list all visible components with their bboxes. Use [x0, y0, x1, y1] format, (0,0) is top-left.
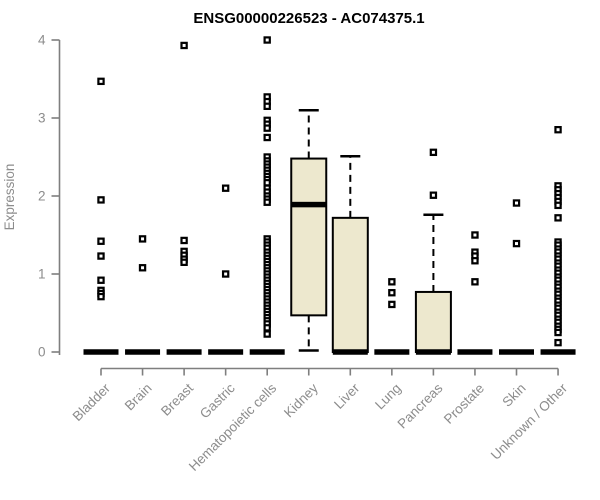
median-skin: [499, 349, 534, 355]
outlier-hematopoietic-cells: [263, 198, 271, 206]
outlier-breast: [180, 41, 188, 50]
y-tick-label-2: 2: [38, 189, 46, 204]
outlier-lung: [388, 278, 396, 286]
outlier-bladder: [97, 77, 105, 86]
outlier-skin: [512, 239, 521, 248]
outlier-unknown-other: [554, 214, 562, 222]
x-tick-label-gastric: Gastric: [197, 380, 238, 421]
outlier-breast: [180, 236, 188, 245]
outlier-hematopoietic-cells: [263, 36, 271, 44]
outlier-unknown-other: [554, 125, 562, 134]
x-tick-label-pancreas: Pancreas: [395, 380, 446, 431]
median-bladder: [83, 349, 119, 355]
outlier-pancreas: [429, 191, 438, 199]
outlier-lung: [388, 289, 396, 297]
outlier-prostate: [471, 278, 479, 286]
x-tick-label-unknown-other: Unknown / Other: [488, 380, 571, 463]
median-brain: [125, 349, 161, 355]
x-tick-label-breast: Breast: [158, 380, 196, 418]
outlier-bladder: [97, 196, 105, 204]
x-tick-label-bladder: Bladder: [70, 380, 114, 424]
median-breast: [166, 349, 202, 355]
x-tick-label-brain: Brain: [122, 381, 155, 414]
outlier-bladder: [97, 252, 105, 260]
outlier-brain: [138, 235, 147, 243]
outlier-skin: [512, 199, 521, 207]
x-tick-label-prostate: Prostate: [441, 381, 487, 427]
outlier-hematopoietic-cells: [263, 324, 271, 332]
outlier-hematopoietic-cells: [263, 102, 271, 110]
outlier-hematopoietic-cells: [263, 124, 271, 132]
outlier-bladder: [97, 276, 105, 284]
x-tick-label-kidney: Kidney: [281, 380, 321, 420]
outlier-bladder: [97, 292, 105, 301]
outlier-unknown-other: [554, 201, 562, 210]
outlier-unknown-other: [554, 328, 562, 337]
y-tick-label-1: 1: [38, 267, 46, 282]
outlier-gastric: [221, 184, 230, 192]
outlier-pancreas: [429, 148, 438, 157]
x-tick-label-skin: Skin: [499, 381, 528, 410]
median-kidney: [291, 201, 327, 208]
outlier-hematopoietic-cells: [263, 330, 271, 338]
box-liver: [331, 216, 369, 353]
outlier-prostate: [471, 257, 479, 265]
outlier-bladder: [97, 237, 105, 245]
outlier-breast: [180, 258, 188, 267]
box-kidney: [290, 157, 328, 317]
chart-title: ENSG00000226523 - AC074375.1: [193, 10, 425, 27]
outlier-gastric: [221, 270, 230, 278]
outlier-hematopoietic-cells: [263, 133, 271, 142]
box-pancreas: [414, 290, 452, 354]
median-gastric: [208, 349, 244, 355]
x-tick-label-liver: Liver: [331, 380, 363, 412]
x-tick-label-lung: Lung: [372, 381, 404, 413]
y-tick-label-0: 0: [38, 345, 46, 360]
median-pancreas: [415, 349, 451, 355]
median-liver: [332, 349, 368, 355]
median-lung: [374, 349, 410, 355]
outlier-unknown-other: [554, 338, 562, 347]
outlier-prostate: [471, 231, 479, 239]
y-tick-label-4: 4: [38, 33, 46, 48]
median-hematopoietic-cells: [249, 349, 285, 355]
outlier-lung: [388, 300, 396, 309]
y-tick-label-3: 3: [38, 111, 46, 126]
outlier-brain: [138, 264, 147, 272]
median-prostate: [457, 349, 493, 355]
median-unknown-other: [540, 349, 576, 355]
